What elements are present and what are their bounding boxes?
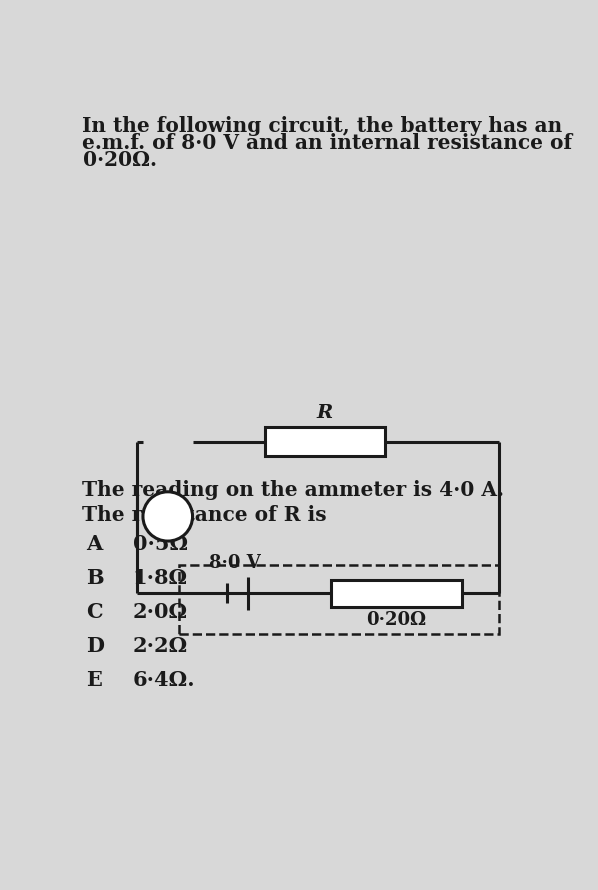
Text: E: E: [86, 669, 102, 690]
Text: C: C: [86, 602, 103, 622]
Text: 6·4Ω.: 6·4Ω.: [133, 669, 196, 690]
Text: In the following circuit, the battery has an: In the following circuit, the battery ha…: [83, 116, 563, 136]
Text: 0·20Ω.: 0·20Ω.: [83, 150, 157, 170]
Circle shape: [143, 492, 193, 541]
Text: 0·20Ω: 0·20Ω: [367, 611, 426, 629]
Text: The reading on the ammeter is 4·0 A.: The reading on the ammeter is 4·0 A.: [83, 481, 505, 500]
Text: D: D: [86, 635, 105, 656]
Bar: [179, 565, 499, 635]
Text: A: A: [86, 534, 103, 554]
Text: 2·0Ω: 2·0Ω: [133, 602, 188, 622]
Text: 1·8Ω: 1·8Ω: [133, 568, 188, 588]
Text: 0·5Ω: 0·5Ω: [133, 534, 188, 554]
Text: e.m.f. of 8·0 V and an internal resistance of: e.m.f. of 8·0 V and an internal resistan…: [83, 133, 573, 153]
Text: A: A: [160, 506, 176, 527]
Text: B: B: [86, 568, 104, 588]
Bar: [331, 580, 462, 606]
Text: 8·0 V: 8·0 V: [209, 554, 260, 572]
Text: 2·2Ω: 2·2Ω: [133, 635, 188, 656]
Text: R: R: [316, 404, 333, 423]
Bar: [265, 427, 385, 457]
Text: The resistance of R is: The resistance of R is: [83, 505, 327, 525]
